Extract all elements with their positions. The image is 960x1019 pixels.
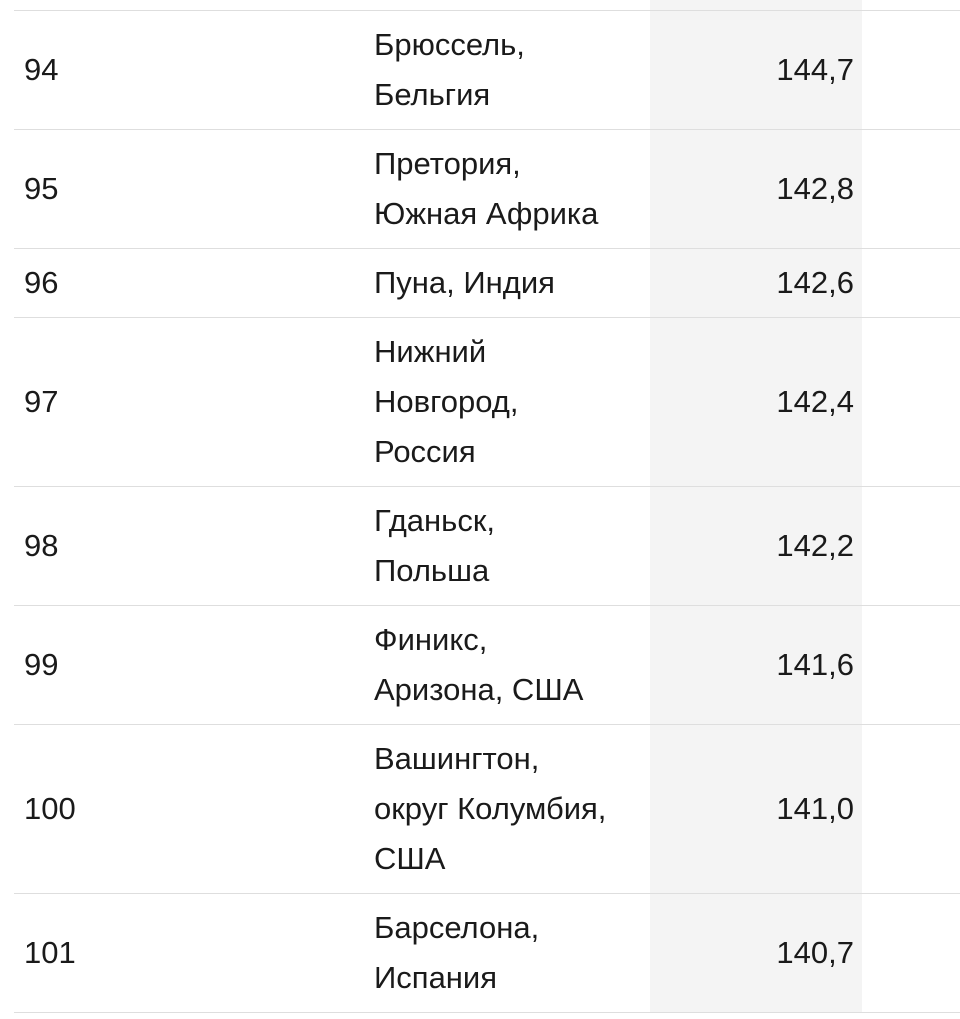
- score-cell: 142,6: [650, 248, 862, 318]
- city-line: Польша: [374, 553, 490, 588]
- city-line: Новгород,: [374, 384, 519, 419]
- rank-cell: 98: [14, 486, 360, 606]
- score-cell: 142,2: [650, 486, 862, 606]
- score-cell: 144,7: [650, 11, 862, 130]
- table-row: 96 Пуна, Индия 142,6: [14, 248, 960, 318]
- ranking-table: 94 Брюссель, Бельгия 144,7 95 Претория, …: [14, 11, 960, 1013]
- city-cell: Гданьск, Польша: [360, 486, 650, 606]
- row-spacer: [862, 486, 960, 606]
- city-cell: Нижний Новгород, Россия: [360, 317, 650, 487]
- row-spacer: [862, 605, 960, 725]
- rank-cell: 99: [14, 605, 360, 725]
- table-row: 98 Гданьск, Польша 142,2: [14, 486, 960, 606]
- city-line: Испания: [374, 960, 498, 995]
- rank-cell: 101: [14, 893, 360, 1013]
- city-cell: Финикс, Аризона, США: [360, 605, 650, 725]
- row-spacer: [862, 248, 960, 318]
- city-line: Гданьск,: [374, 503, 495, 538]
- table-row: 94 Брюссель, Бельгия 144,7: [14, 11, 960, 130]
- score-cell: 142,8: [650, 129, 862, 249]
- score-cell: 141,0: [650, 724, 862, 894]
- previous-row-edge: [14, 0, 960, 11]
- city-line: Брюссель,: [374, 27, 525, 62]
- rank-cell: 97: [14, 317, 360, 487]
- city-line: Южная Африка: [374, 196, 599, 231]
- city-line: Аризона, США: [374, 672, 584, 707]
- score-cell: 142,4: [650, 317, 862, 487]
- city-cell: Барселона, Испания: [360, 893, 650, 1013]
- row-spacer: [862, 129, 960, 249]
- score-cell: 140,7: [650, 893, 862, 1013]
- table-row: 95 Претория, Южная Африка 142,8: [14, 129, 960, 249]
- city-line: Нижний: [374, 334, 487, 369]
- city-line: Финикс,: [374, 622, 488, 657]
- ranking-table-container: 94 Брюссель, Бельгия 144,7 95 Претория, …: [14, 0, 960, 1013]
- city-line: округ Колумбия,: [374, 791, 607, 826]
- city-cell: Пуна, Индия: [360, 248, 650, 318]
- city-line: США: [374, 841, 446, 876]
- row-spacer: [862, 893, 960, 1013]
- table-row: 99 Финикс, Аризона, США 141,6: [14, 605, 960, 725]
- city-line: Претория,: [374, 146, 521, 181]
- city-line: Вашингтон,: [374, 741, 540, 776]
- score-cell: 141,6: [650, 605, 862, 725]
- row-spacer: [862, 11, 960, 130]
- city-cell: Вашингтон, округ Колумбия, США: [360, 724, 650, 894]
- city-line: Россия: [374, 434, 476, 469]
- city-line: Пуна, Индия: [374, 265, 555, 300]
- row-spacer: [862, 317, 960, 487]
- rank-cell: 100: [14, 724, 360, 894]
- rank-cell: 95: [14, 129, 360, 249]
- table-row: 100 Вашингтон, округ Колумбия, США 141,0: [14, 724, 960, 894]
- table-row: 101 Барселона, Испания 140,7: [14, 893, 960, 1013]
- city-line: Бельгия: [374, 77, 491, 112]
- city-cell: Претория, Южная Африка: [360, 129, 650, 249]
- table-row: 97 Нижний Новгород, Россия 142,4: [14, 317, 960, 487]
- rank-cell: 94: [14, 11, 360, 130]
- score-column-shade: [650, 0, 862, 10]
- row-spacer: [862, 724, 960, 894]
- city-line: Барселона,: [374, 910, 540, 945]
- city-cell: Брюссель, Бельгия: [360, 11, 650, 130]
- rank-cell: 96: [14, 248, 360, 318]
